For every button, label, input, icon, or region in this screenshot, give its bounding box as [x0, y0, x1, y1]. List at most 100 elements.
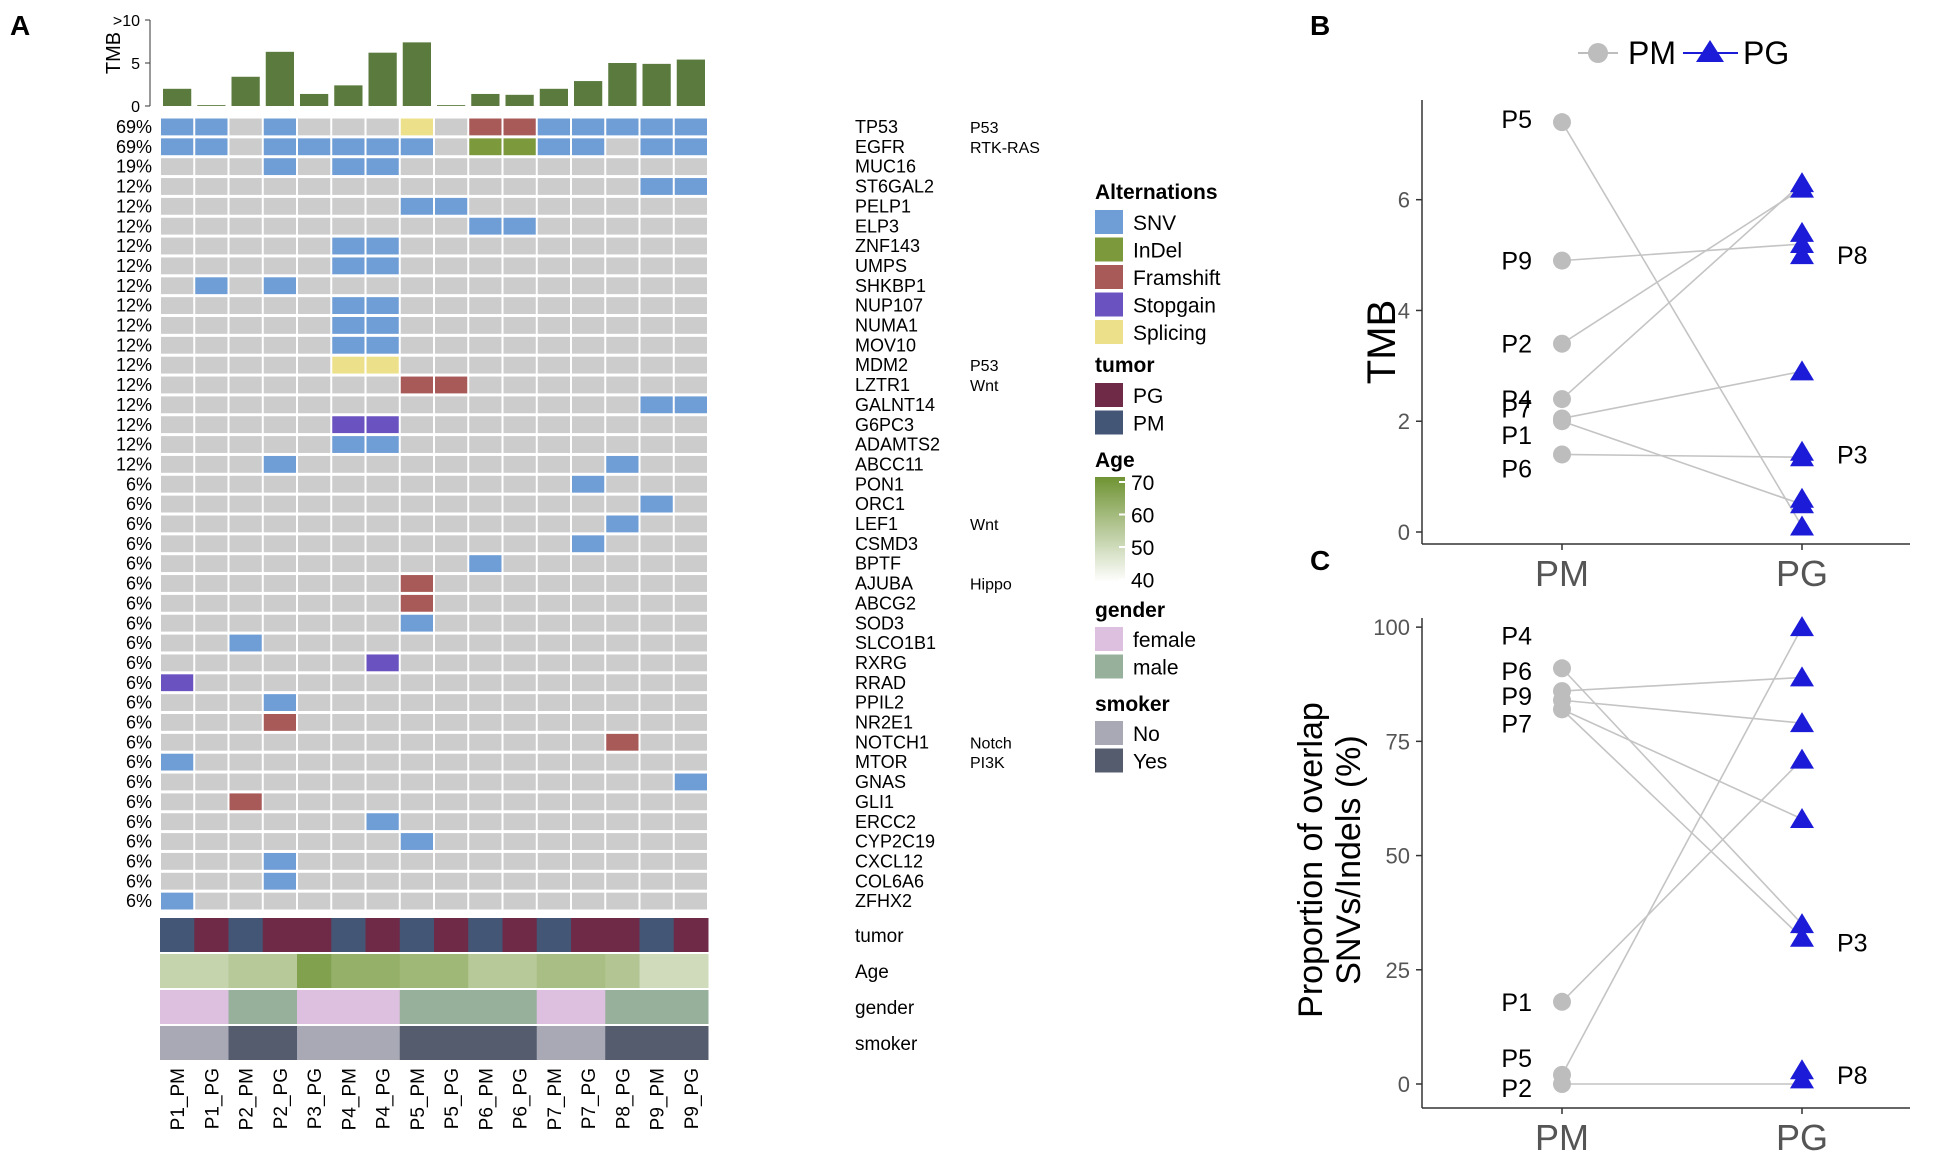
mutation-cell [469, 475, 502, 493]
mutation-cell [537, 654, 570, 672]
gene-name: MDM2 [855, 355, 908, 375]
mutation-cell [195, 455, 228, 473]
pm-point-label: P5 [1501, 106, 1532, 134]
mutation-cell [332, 654, 365, 672]
mutation-cell [640, 634, 673, 652]
mutation-cell [537, 555, 570, 573]
pm-point [1553, 445, 1571, 464]
mutation-cell [537, 833, 570, 850]
mutation-cell [469, 694, 502, 711]
pm-point-label: P6 [1501, 658, 1532, 686]
mutation-cell [435, 158, 468, 176]
annotation-cell [399, 990, 435, 1024]
mutation-cell [161, 118, 194, 136]
mutation-cell [195, 733, 228, 751]
x-tick-label: PM [1535, 553, 1589, 594]
mutation-cell [298, 813, 331, 831]
mutation-cell [640, 852, 673, 870]
mutation-cell [195, 714, 228, 731]
mutation-cell [366, 753, 399, 771]
mutation-cell [400, 336, 433, 354]
mutation-cell [572, 416, 605, 434]
mutation-cell [537, 356, 570, 374]
mutation-cell [263, 694, 296, 711]
mutation-cell [298, 475, 331, 493]
mutation-cell [606, 833, 639, 850]
mutation-cell [298, 416, 331, 434]
gene-percent: 12% [116, 296, 152, 316]
mutation-cell [640, 614, 673, 632]
legend-pm-label: PM [1628, 35, 1676, 71]
panel-c-ylabel-line2: SNVs/Indels (%) [1330, 735, 1368, 984]
mutation-cell [332, 237, 365, 255]
mutation-cell [161, 674, 194, 692]
mutation-cell [640, 575, 673, 592]
mutation-cell [503, 535, 536, 553]
mutation-cell [229, 118, 262, 136]
mutation-cell [537, 852, 570, 870]
annotation-cell [673, 954, 709, 988]
mutation-cell [298, 217, 331, 235]
annotation-cell [673, 1026, 709, 1060]
mutation-cell [366, 336, 399, 354]
annotation-cell [434, 990, 469, 1024]
mutation-cell [674, 495, 707, 513]
mutation-cell [640, 833, 673, 850]
mutation-cell [366, 475, 399, 493]
mutation-cell [195, 197, 228, 215]
mutation-cell [366, 555, 399, 573]
tmb-bar [368, 52, 397, 106]
mutation-cell [298, 376, 331, 394]
mutation-cell [435, 733, 468, 751]
mutation-cell [674, 336, 707, 354]
mutation-cell [469, 396, 502, 414]
mutation-cell [674, 773, 707, 791]
mutation-cell [537, 813, 570, 831]
y-tick-label: 100 [1373, 615, 1410, 640]
mutation-cell [469, 614, 502, 632]
mutation-cell [229, 515, 262, 533]
mutation-cell [469, 436, 502, 453]
gene-name: MUC16 [855, 157, 916, 177]
mutation-cell [469, 773, 502, 791]
mutation-cell [572, 178, 605, 195]
mutation-cell [332, 634, 365, 652]
tmb-bar [608, 63, 637, 106]
mutation-cell [263, 852, 296, 870]
mutation-cell [606, 317, 639, 334]
mutation-cell [229, 773, 262, 791]
mutation-cell [640, 178, 673, 195]
pg-point-label: P8 [1837, 1062, 1868, 1090]
pg-point [1790, 748, 1814, 769]
gene-percent: 6% [126, 593, 152, 613]
mutation-cell [263, 416, 296, 434]
annotation-cell [331, 918, 366, 952]
mutation-cell [229, 793, 262, 811]
pm-point-label: P5 [1501, 1045, 1532, 1073]
mutation-cell [332, 217, 365, 235]
mutation-cell [195, 813, 228, 831]
mutation-cell [229, 197, 262, 215]
mutation-cell [366, 118, 399, 136]
mutation-cell [674, 118, 707, 136]
mutation-cell [195, 833, 228, 850]
mutation-cell [298, 733, 331, 751]
mutation-cell [229, 753, 262, 771]
mutation-cell [674, 376, 707, 394]
mutation-cell [366, 495, 399, 513]
mutation-cell [332, 475, 365, 493]
mutation-cell [263, 555, 296, 573]
mutation-cell [195, 892, 228, 910]
pg-point-label: P8 [1837, 242, 1868, 270]
mutation-cell [537, 197, 570, 215]
mutation-cell [674, 317, 707, 334]
mutation-cell [435, 178, 468, 195]
sample-label: P6_PG [511, 1068, 532, 1129]
mutation-cell [298, 892, 331, 910]
gene-name: CXCL12 [855, 851, 923, 871]
mutation-cell [229, 336, 262, 354]
tmb-bar [265, 51, 294, 106]
mutation-cell [263, 356, 296, 374]
legend-tumor-label: PG [1133, 385, 1163, 408]
mutation-cell [195, 694, 228, 711]
